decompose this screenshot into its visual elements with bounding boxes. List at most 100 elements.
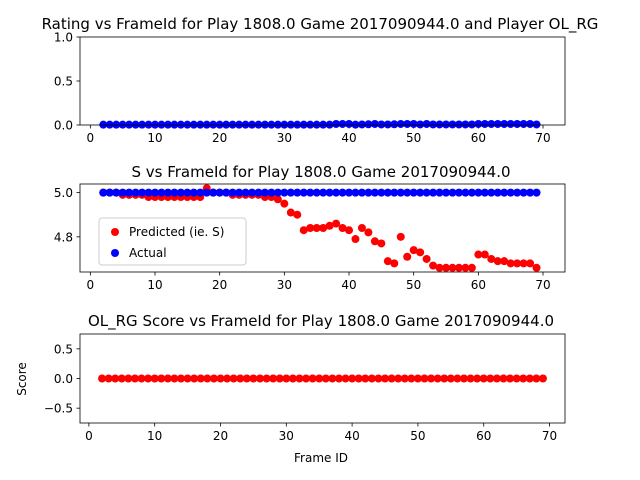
panel-rating-plot-xtick-label: 30	[277, 131, 292, 145]
panel-rating-plot-series-0-point	[519, 119, 528, 128]
panel-score-plot-series-0-point	[144, 374, 153, 383]
panel-s-plot-series-1-point	[461, 188, 470, 197]
panel-s-plot-series-0-point	[506, 259, 515, 268]
panel-s-plot-series-0-point	[526, 259, 535, 268]
panel-s-plot-series-1-point	[467, 188, 476, 197]
panel-s-plot-series-1-point	[429, 188, 438, 197]
panel-s-plot-series-0-point	[448, 263, 457, 272]
panel-score-plot-series-0-point	[413, 374, 422, 383]
panel-s-plot-series-1-point	[332, 188, 341, 197]
panel-s-plot-series-0-point	[454, 263, 463, 272]
panel-rating-plot-ytick-label: 0.0	[54, 119, 73, 133]
panel-s-plot-series-0-point	[493, 257, 502, 266]
panel-s-plot-series-1-point	[454, 188, 463, 197]
panel-score-plot-series-0-point	[190, 374, 199, 383]
panel-s-plot-series-0-point	[364, 228, 373, 237]
panel-score-plot-series-0-point	[315, 374, 324, 383]
panel-s-plot-series-1-point	[170, 188, 179, 197]
panel-rating-plot-series-0-point	[500, 119, 509, 128]
panel-s-plot-series-1-point	[487, 188, 496, 197]
panel-s-plot-series-1-point	[357, 188, 366, 197]
panel-s-plot-series-1-point	[416, 188, 425, 197]
panel-score-plot-series-0-point	[453, 374, 462, 383]
panel-score-plot-series-0-point	[203, 374, 212, 383]
panel-rating-plot-series-0-point	[513, 119, 522, 128]
panel-s-plot-series-1-point	[474, 188, 483, 197]
panel-s-plot-series-0-point	[357, 224, 366, 232]
panel-s-plot-series-1-point	[480, 188, 489, 197]
panel-score-plot-series-0-point	[183, 374, 192, 383]
panel-s-plot-series-1-point	[383, 188, 392, 197]
panel-rating-plot-xtick-label: 60	[471, 131, 486, 145]
panel-score-plot-series-0-point	[519, 374, 528, 383]
panel-score-xlabel: Frame ID	[294, 451, 348, 465]
panel-score-plot-series-0-point	[163, 374, 172, 383]
panel-s-plot-series-1-point	[293, 188, 302, 197]
panel-score-plot-ytick-label: −0.5	[44, 402, 73, 416]
panel-rating-plot-ytick-label: 1.0	[54, 31, 73, 45]
panel-s-plot-series-0-point	[416, 248, 425, 257]
panel-s-plot-xtick-label: 10	[147, 278, 162, 292]
panel-s-plot-series-1-point	[248, 188, 257, 197]
panel-score-plot-series-0-point	[407, 374, 416, 383]
panel-score-plot-series-0-point	[269, 374, 278, 383]
panel-s-plot-series-0-point	[422, 254, 431, 263]
panel-s-plot-series-0-point	[461, 263, 470, 272]
panel-s-plot-series-1-point	[112, 188, 121, 197]
panel-score-plot-series-0-point	[420, 374, 429, 383]
panel-s-title: S vs FrameId for Play 1808.0 Game 201709…	[131, 163, 510, 181]
panel-s-legend: Predicted (ie. S) Actual	[98, 217, 247, 266]
panel-score-plot-series-0-point	[341, 374, 350, 383]
panel-s-plot-xtick-label: 40	[341, 278, 356, 292]
panel-s-plot-series-1-point	[345, 188, 354, 197]
panel-score-plot-series-0-point	[209, 374, 218, 383]
panel-score-plot-series-0-point	[512, 374, 521, 383]
panel-score-plot-series-0-point	[249, 374, 258, 383]
panel-score-plot-xtick-label: 60	[476, 429, 491, 443]
panel-s-plot-series-1-point	[513, 188, 522, 197]
panel-s-plot-series-0-point	[442, 263, 451, 272]
panel-score-plot-series-0-point	[367, 374, 376, 383]
panel-s-plot-series-1-point	[506, 188, 515, 197]
panel-score-plot-series-0-point	[328, 374, 337, 383]
panel-score-plot-series-0-point	[466, 374, 475, 383]
panel-rating-plot-series-0-point	[345, 119, 354, 128]
panel-rating-plot-ytick-label: 0.5	[54, 75, 73, 89]
panel-s-plot-series-1-point	[125, 188, 134, 197]
panel-s-plot-series-0-point	[312, 224, 321, 232]
panel-score-plot-xtick-label: 10	[147, 429, 162, 443]
panel-s-plot-series-0-point	[390, 259, 399, 268]
panel-score-plot-series-0-point	[130, 374, 139, 383]
panel-rating-plot-series-0-point	[390, 120, 399, 129]
panel-s-plot-series-1-point	[215, 188, 224, 197]
panel-score-plot-series-0-point	[98, 374, 107, 383]
panel-score-plot-xtick-label: 70	[542, 429, 557, 443]
panel-score-plot-series-0-point	[255, 374, 264, 383]
panel-s-plot-series-1-point	[151, 188, 160, 197]
panel-s-plot-xtick-label: 0	[87, 278, 95, 292]
panel-s-plot-series-0-point	[519, 259, 528, 268]
panel-s-plot-series-1-point	[500, 188, 509, 197]
panel-rating-plot-series-0-point	[383, 120, 392, 129]
panel-rating-plot-frame	[79, 36, 566, 126]
panel-s-plot-series-1-point	[435, 188, 444, 197]
panel-s-plot-series-0-point	[513, 259, 522, 268]
panel-score-plot-series-0-point	[137, 374, 146, 383]
panel-rating-plot-series-0-point	[357, 120, 366, 129]
panel-s-plot-series-1-point	[241, 188, 250, 197]
panel-rating-plot-series-0-point	[487, 119, 496, 128]
panel-rating-plot-series-0-point	[370, 119, 379, 128]
panel-rating-plot-series-0-point	[332, 119, 341, 128]
panel-s-plot-series-0-point	[409, 246, 418, 255]
panel-score-plot-series-0-point	[223, 374, 232, 383]
panel-score-plot-series-0-point	[446, 374, 455, 383]
panel-s-plot-ytick-label: 5.0	[54, 186, 73, 200]
panel-rating-plot-series-0-point	[403, 119, 412, 128]
panel-score-plot-series-0-point	[506, 374, 515, 383]
panel-s-plot-series-0-point	[474, 250, 483, 259]
panel-score-plot-series-0-point	[492, 374, 501, 383]
panel-s-plot-series-1-point	[235, 188, 244, 197]
panel-s-plot-series-1-point	[519, 188, 528, 197]
panel-score-plot-series-0-point	[104, 374, 113, 383]
panel-score-plot-series-0-point	[275, 374, 284, 383]
